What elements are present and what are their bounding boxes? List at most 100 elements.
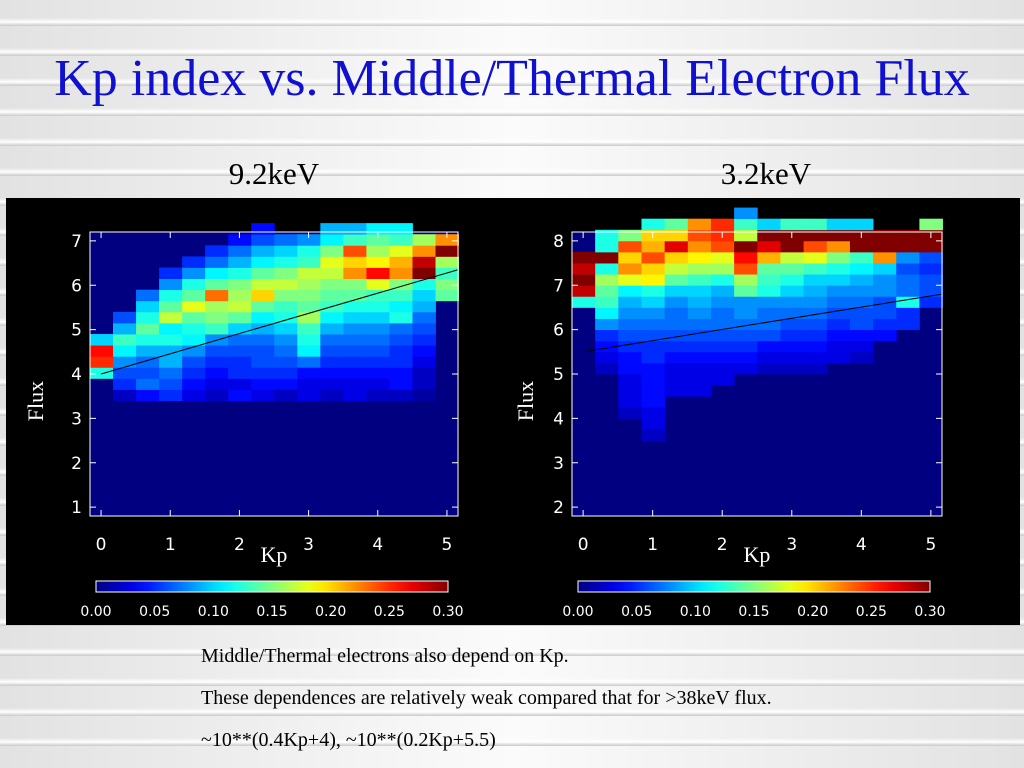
left-heatmap-cell [389,245,413,257]
right-heatmap-cell [780,285,804,297]
right-heatmap-cell [780,296,804,308]
right-heatmap-cell [734,263,758,275]
left-heatmap-cell [412,267,436,279]
left-heatmap-cell [389,278,413,291]
right-heatmap-cell [710,285,735,297]
left-heatmap-cell [320,245,344,257]
right-heatmap-cell [734,296,758,308]
right-heatmap-cell [641,362,666,375]
right-heatmap-cell [919,285,943,297]
right-heatmap-cell [873,263,897,275]
right-heatmap-cell [710,307,735,319]
right-heatmap-cell [849,329,874,342]
left-heatmap-cell [182,322,206,335]
left-heatmap-cell [228,256,252,268]
right-heatmap: 2 3 4 5 6 7 8 0 1 2 3 4 5 Kp Flux 0.00 0.05 0.10 0.15 0.20 0… [513,207,946,620]
left-heatmap-cell [320,278,344,291]
left-heatmap-cell [412,356,436,368]
right-heatmap-cell [687,285,712,297]
right-heatmap-cell [757,251,781,264]
left-heatmap-cell [412,278,436,291]
left-heatmap-cell [366,378,390,390]
right-heatmap-cell [595,251,619,264]
left-heatmap-cell [435,278,459,291]
left-x-tick-label: 3 [303,535,314,555]
left-heatmap-cell [228,389,252,402]
right-heatmap-cell [687,362,712,375]
left-heatmap-cell [366,334,390,346]
right-heatmap-cell [710,374,735,386]
left-heatmap-cell [343,289,367,302]
right-heatmap-cell [595,240,619,253]
right-heatmap-cell [618,340,642,353]
right-heatmap-cell [664,374,689,386]
left-heatmap-cell [113,311,137,324]
right-heatmap-cell [664,240,689,253]
right-heatmap-cell [849,274,874,286]
right-heatmap-cell [664,285,689,297]
right-x-tick-label: 5 [925,535,936,555]
right-colorbar-tick-label: 0.05 [621,604,652,620]
left-heatmap-cell [274,345,298,357]
right-heatmap-cell [896,251,920,264]
left-heatmap-cell [251,322,275,335]
right-colorbar-tick-label: 0.20 [797,604,828,620]
left-x-tick-label: 0 [96,535,107,555]
left-x-axis-label: Kp [261,542,288,567]
right-heatmap-cell [757,263,781,275]
right-heatmap-cell [919,263,943,275]
right-heatmap-cell [803,218,828,231]
figure-background: 1 2 3 4 5 6 7 0 1 2 3 4 5 Kp Flux 0.00 0.05 0.10 0.15 0.20 0… [6,198,1020,625]
right-heatmap-cell [641,218,666,231]
right-heatmap-cell [780,263,804,275]
left-y-tick-label: 4 [71,365,82,385]
right-heatmap-cell [595,351,619,364]
left-heatmap-cell [412,256,436,268]
right-colorbar-tick-label: 0.10 [680,604,711,620]
left-heatmap-cell [389,223,413,235]
right-heatmap-cell [780,218,804,231]
left-heatmap-cell [297,356,321,368]
right-heatmap-cell [595,229,619,242]
right-heatmap-cell [710,351,735,364]
right-heatmap-cell [803,329,828,342]
left-heatmap-cell [228,311,252,324]
right-heatmap-cell [757,274,781,286]
right-heatmap-cell [641,351,666,364]
right-colorbar-tick-label: 0.00 [562,604,593,620]
left-heatmap-cell [274,278,298,291]
left-heatmap-cell [343,378,367,390]
left-heatmap-cell [320,223,344,235]
right-y-tick-label: 7 [553,276,564,296]
right-heatmap-cell [803,285,828,297]
right-heatmap-cell [896,274,920,286]
left-heatmap-cell [159,345,183,357]
right-fit-line [583,293,943,353]
right-heatmap-cell [803,340,828,353]
right-heatmap-cell [664,229,689,242]
left-heatmap-cell [274,256,298,268]
right-heatmap-cell [664,351,689,364]
left-heatmap-cell [136,378,160,390]
left-heatmap-cell [366,389,390,402]
right-heatmap-cell [572,285,596,297]
left-heatmap-cell [274,334,298,346]
right-heatmap-cell [710,318,735,331]
right-heatmap-cell [618,296,642,308]
right-heatmap-cell [595,329,619,342]
left-heatmap-cell [389,389,413,402]
left-heatmap-cell [320,367,344,379]
left-colorbar-tick-label: 0.25 [374,604,405,620]
left-heatmap-cell [297,289,321,302]
right-heatmap-cell [641,229,666,242]
right-heatmap-cell [572,251,596,264]
right-heatmap-cell [896,318,920,331]
right-heatmap-cell [780,318,804,331]
right-x-tick-label: 0 [578,535,589,555]
left-heatmap-cell [90,334,114,346]
left-heatmap-cell [366,345,390,357]
left-heatmap-cell [113,345,137,357]
left-heatmap-cell [205,300,229,313]
left-heatmap-cell [343,311,367,324]
